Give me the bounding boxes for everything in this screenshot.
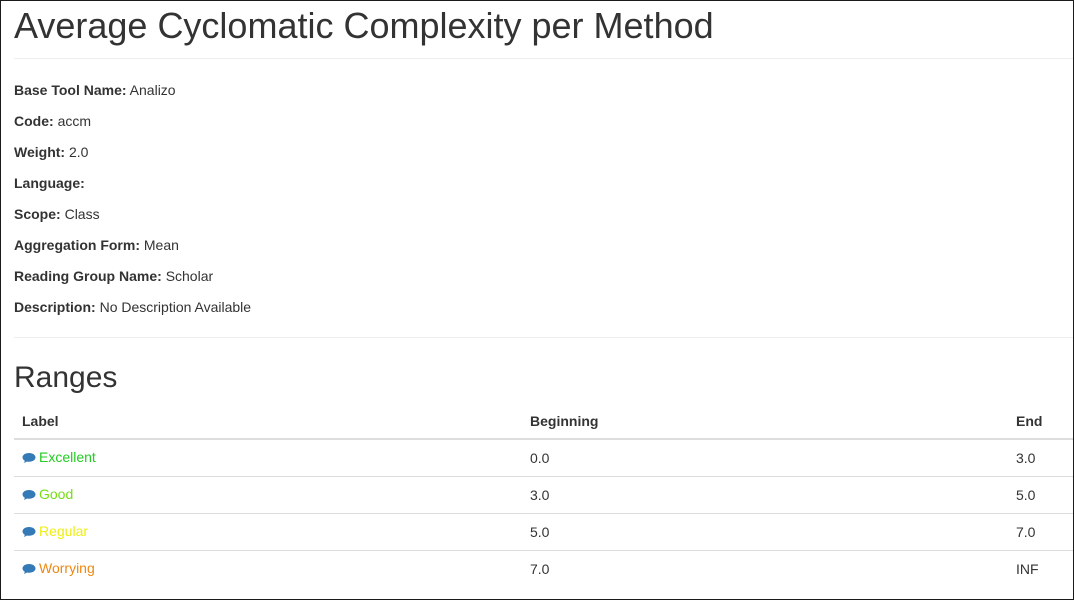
range-beginning: 7.0: [530, 561, 550, 577]
property-value: Class: [64, 206, 100, 222]
main-content: Average Cyclomatic Complexity per Method…: [14, 1, 1073, 587]
range-end: 5.0: [1008, 476, 1073, 514]
range-beginning: 5.0: [522, 513, 1008, 551]
range-label-cell: Regular: [14, 513, 522, 551]
range-end: 3.0: [1008, 439, 1073, 477]
range-end: 7.0: [1008, 513, 1073, 551]
ranges-divider: [14, 337, 1073, 338]
range-link-good[interactable]: Good: [39, 486, 74, 502]
page-title: Average Cyclomatic Complexity per Method: [14, 5, 714, 46]
range-end: INF: [1016, 561, 1039, 577]
property-description: Description: No Description Available: [14, 298, 1073, 329]
property-value: accm: [57, 113, 92, 129]
range-beginning: 0.0: [522, 439, 1008, 477]
property-code: Code: accm: [14, 112, 1073, 143]
table-row: Worrying 7.0 INF: [14, 551, 1073, 588]
range-beginning: 3.0: [522, 476, 1008, 514]
comment-icon[interactable]: [22, 488, 36, 504]
property-key: Code:: [14, 113, 54, 129]
ranges-table: Label Beginning End Excellent 0.0 3.0: [14, 404, 1073, 588]
range-label-cell: Excellent: [14, 439, 522, 477]
comment-icon[interactable]: [22, 525, 36, 541]
property-value: 2.0: [68, 144, 89, 160]
ranges-heading: Ranges: [14, 361, 118, 394]
range-link-regular[interactable]: Regular: [39, 523, 89, 539]
table-row: Excellent 0.0 3.0: [14, 439, 1073, 477]
range-link-excellent[interactable]: Excellent: [39, 449, 96, 465]
comment-icon[interactable]: [22, 562, 36, 578]
property-value: Mean: [143, 237, 179, 253]
range-link-worrying[interactable]: Worrying: [39, 560, 95, 576]
ranges-header-row: Label Beginning End: [14, 404, 1073, 440]
property-language: Language:: [14, 174, 1073, 205]
comment-icon[interactable]: [22, 451, 36, 467]
property-key: Reading Group Name:: [14, 268, 162, 284]
column-header-beginning: Beginning: [522, 404, 1008, 440]
property-aggregation-form: Aggregation Form: Mean: [14, 236, 1073, 267]
property-value: No Description Available: [99, 299, 252, 315]
property-key: Base Tool Name:: [14, 82, 127, 98]
title-divider: [14, 58, 1073, 59]
property-base-tool-name: Base Tool Name: Analizo: [14, 81, 1073, 112]
range-label-cell: Worrying: [14, 551, 522, 588]
range-label-cell: Good: [14, 476, 522, 514]
property-value: Analizo: [129, 82, 176, 98]
property-key: Weight:: [14, 144, 66, 160]
property-key: Description:: [14, 299, 96, 315]
property-key: Scope:: [14, 206, 61, 222]
property-key: Aggregation Form:: [14, 237, 140, 253]
column-header-end: End: [1008, 404, 1073, 440]
property-key: Language:: [14, 175, 85, 191]
table-row: Regular 5.0 7.0: [14, 513, 1073, 551]
table-row: Good 3.0 5.0: [14, 476, 1073, 514]
property-weight: Weight: 2.0: [14, 143, 1073, 174]
column-header-label: Label: [14, 404, 522, 440]
property-reading-group-name: Reading Group Name: Scholar: [14, 267, 1073, 298]
metric-properties: Base Tool Name: Analizo Code: accm Weigh…: [14, 59, 1073, 337]
property-value: Scholar: [165, 268, 214, 284]
property-scope: Scope: Class: [14, 205, 1073, 236]
